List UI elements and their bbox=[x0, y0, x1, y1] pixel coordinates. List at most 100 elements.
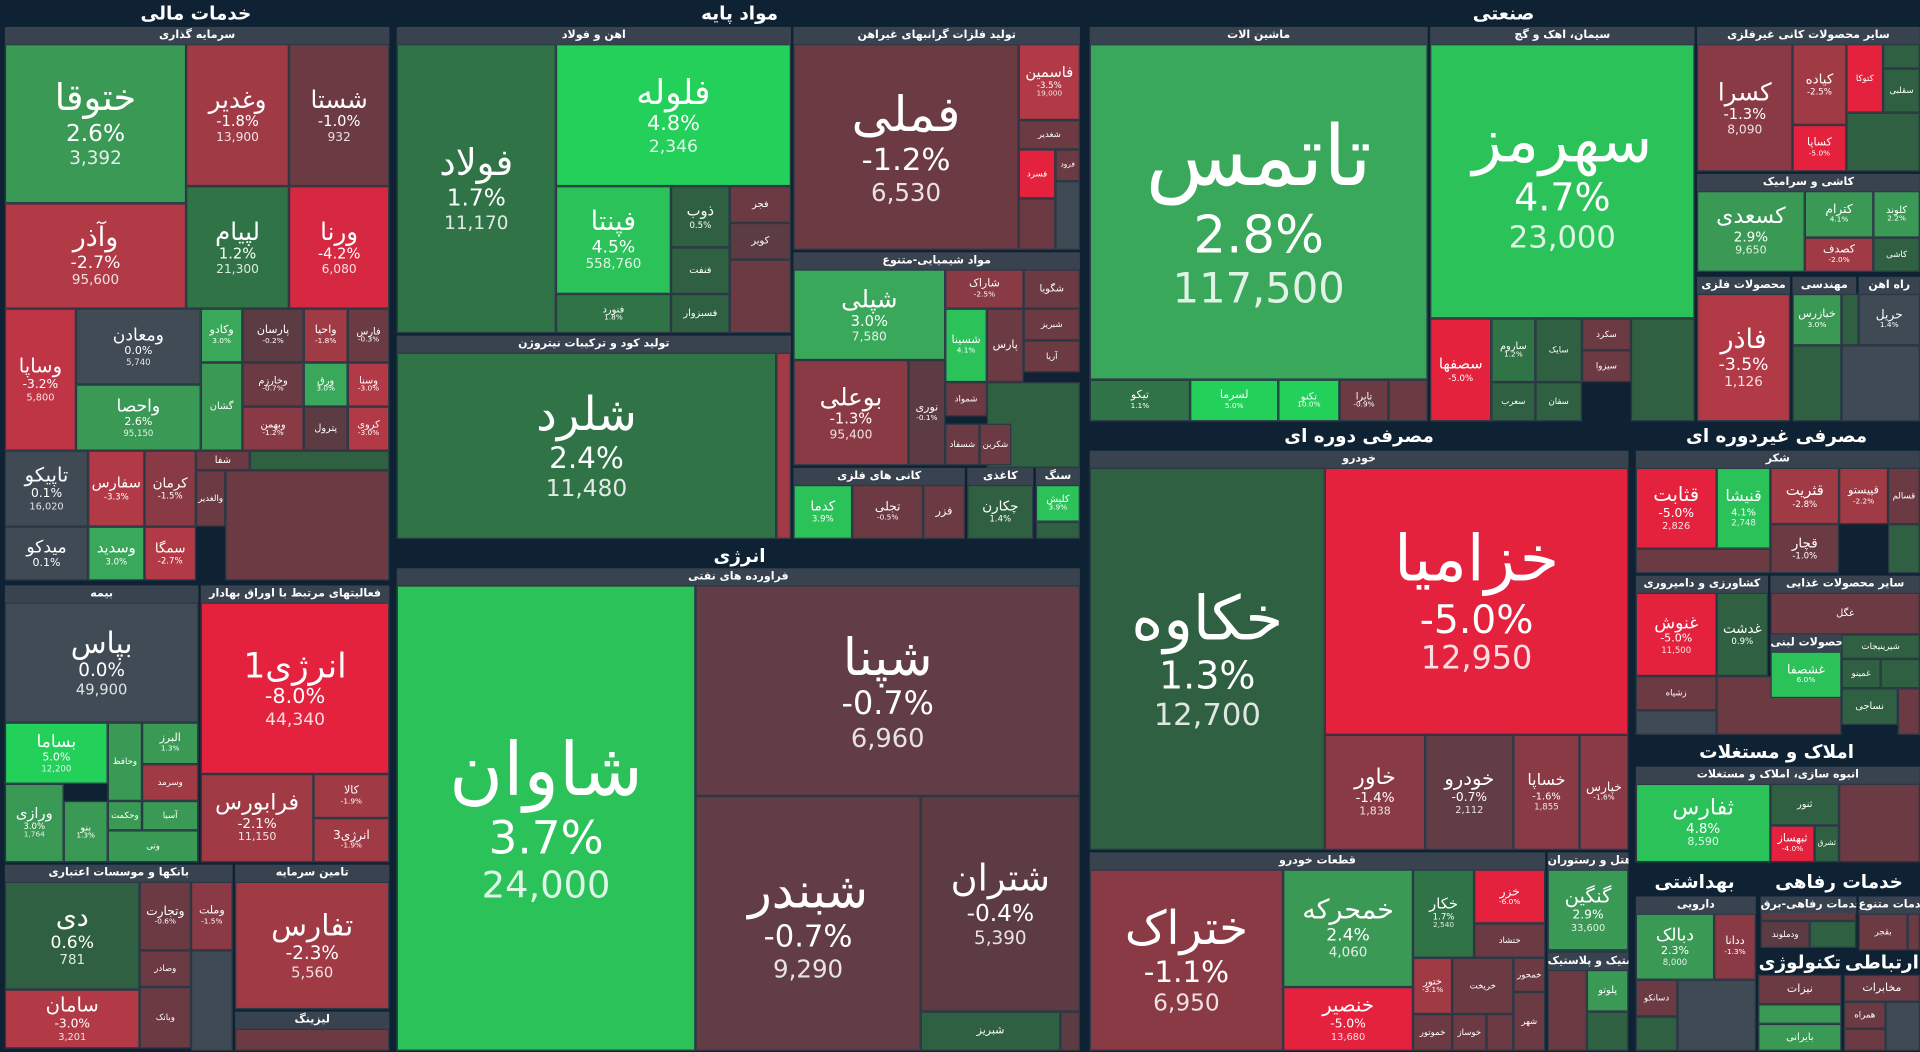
stock-tile[interactable]: وآذر -2.7% 95,600 bbox=[4, 203, 187, 309]
subsector-header[interactable]: بانکها و موسسات اعتباری bbox=[4, 864, 233, 882]
minor-tile[interactable] bbox=[729, 259, 791, 334]
stock-tile[interactable]: کلوند 2.2% bbox=[1873, 191, 1920, 238]
subsector-header[interactable]: لیزینگ bbox=[235, 1011, 390, 1029]
minor-tile[interactable] bbox=[1841, 293, 1859, 346]
stock-tile[interactable]: فاذر -3.5% 1,126 bbox=[1697, 293, 1791, 422]
minor-tile[interactable] bbox=[1486, 1014, 1514, 1051]
stock-tile[interactable]: کالا -1.9% bbox=[313, 774, 390, 819]
stock-tile[interactable]: مخابرات bbox=[1843, 974, 1920, 1002]
stock-tile[interactable]: نوری -0.1% bbox=[908, 360, 946, 466]
stock-tile[interactable]: خبازرس 3.0% bbox=[1792, 293, 1842, 346]
stock-tile[interactable]: تیکو 1.1% bbox=[1089, 379, 1191, 422]
subsector-header[interactable]: سنگ bbox=[1035, 467, 1080, 485]
minor-tile[interactable] bbox=[1055, 181, 1080, 250]
stock-tile[interactable]: فنورد 1.8% bbox=[555, 293, 671, 334]
stock-tile[interactable]: وساپا -3.2% 5,800 bbox=[4, 308, 76, 451]
subsector-header[interactable]: خدمات رفاهی-برق bbox=[1760, 896, 1857, 914]
subsector-header[interactable]: کانی های فلزی bbox=[793, 467, 965, 485]
stock-tile[interactable]: فسبزوار bbox=[670, 293, 730, 334]
stock-tile[interactable]: تکنو 10.0% bbox=[1278, 379, 1340, 422]
minor-tile[interactable] bbox=[1635, 710, 1717, 735]
subsector-header[interactable]: سیمان، اهک و گچ bbox=[1430, 26, 1695, 45]
stock-tile[interactable]: شبریز bbox=[1023, 308, 1080, 341]
stock-tile[interactable]: شپنا -0.7% 6,960 bbox=[695, 585, 1080, 797]
stock-tile[interactable]: سیزوا bbox=[1581, 350, 1631, 383]
stock-tile[interactable]: وکادو 3.0% bbox=[200, 308, 243, 363]
stock-tile[interactable]: شسفاد bbox=[945, 423, 980, 466]
stock-tile[interactable]: کاشی bbox=[1873, 237, 1920, 272]
stock-tile[interactable]: ودملوند bbox=[1760, 920, 1810, 948]
subsector-header[interactable]: کاغذی bbox=[967, 467, 1034, 485]
subsector-header[interactable]: ماشین الات bbox=[1089, 26, 1428, 45]
subsector-header[interactable]: کشاورزی و دامپروری bbox=[1635, 575, 1769, 593]
stock-tile[interactable]: لسرما 5.0% bbox=[1190, 379, 1279, 422]
minor-tile[interactable] bbox=[249, 450, 390, 471]
stock-tile[interactable]: خریخت bbox=[1452, 957, 1514, 1015]
stock-tile[interactable]: قثابت -5.0% 2,826 bbox=[1635, 467, 1717, 549]
minor-tile[interactable] bbox=[1388, 379, 1428, 422]
sector-header[interactable]: بهداشتی bbox=[1654, 870, 1735, 893]
stock-tile[interactable]: میدکو 0.1% bbox=[4, 526, 89, 581]
stock-tile[interactable]: گشان bbox=[200, 362, 243, 451]
stock-tile[interactable]: فلوله 4.8% 2,346 bbox=[555, 44, 791, 187]
stock-tile[interactable]: کیاده -2.5% bbox=[1792, 44, 1847, 125]
stock-tile[interactable]: قپیستو -2.2% bbox=[1839, 467, 1889, 525]
stock-tile[interactable]: قسالم bbox=[1888, 467, 1920, 525]
stock-tile[interactable]: پارسان -0.2% bbox=[242, 308, 304, 363]
minor-tile[interactable] bbox=[1547, 950, 1629, 953]
stock-tile[interactable]: ختور -3.1% bbox=[1412, 957, 1453, 1015]
sector-header[interactable]: صنعتی bbox=[1472, 2, 1535, 25]
stock-tile[interactable]: کتوکا bbox=[1846, 44, 1884, 113]
stock-tile[interactable]: دسانکو bbox=[1635, 979, 1678, 1017]
stock-tile[interactable]: فرود bbox=[1055, 149, 1080, 182]
stock-tile[interactable]: ختشاد bbox=[1474, 923, 1546, 958]
stock-tile[interactable]: فولاد 1.7% 11,170 bbox=[396, 44, 556, 334]
stock-tile[interactable]: کویر bbox=[729, 222, 791, 260]
minor-tile[interactable] bbox=[1635, 1016, 1678, 1051]
stock-tile[interactable]: سایک bbox=[1535, 318, 1582, 383]
sector-header[interactable]: مواد پایه bbox=[701, 2, 778, 25]
stock-tile[interactable]: ثبهساز -4.0% bbox=[1770, 825, 1815, 863]
stock-tile[interactable]: بپاس 0.0% 49,900 bbox=[4, 602, 199, 723]
stock-tile[interactable]: شغدیر bbox=[1018, 120, 1080, 150]
stock-tile[interactable]: پترول bbox=[303, 406, 348, 451]
stock-tile[interactable]: خزر -6.0% bbox=[1474, 869, 1546, 924]
sector-header[interactable]: مصرفی دوره ای bbox=[1284, 424, 1434, 448]
sector-header[interactable]: املاک و مستغلات bbox=[1699, 740, 1855, 763]
stock-tile[interactable]: تاپیکو 0.1% 16,020 bbox=[4, 450, 89, 527]
stock-tile[interactable]: سصفها -5.0% bbox=[1430, 318, 1492, 422]
subsector-header[interactable]: راه اهن bbox=[1858, 276, 1920, 294]
subsector-header[interactable]: سایر محصولات کانی غیرفلزی bbox=[1697, 26, 1920, 45]
subsector-header[interactable]: سرمایه گذاری bbox=[4, 26, 390, 45]
subsector-header[interactable]: مهندسی bbox=[1792, 276, 1857, 294]
stock-tile[interactable]: ددانا -1.3% bbox=[1714, 913, 1756, 980]
stock-tile[interactable]: انرژی1 -8.0% 44,340 bbox=[200, 602, 390, 775]
subsector-header[interactable]: خدمات متنوع bbox=[1858, 896, 1920, 914]
stock-tile[interactable]: سمگا -2.7% bbox=[144, 526, 196, 581]
stock-tile[interactable]: خوساز bbox=[1452, 1014, 1487, 1051]
stock-tile[interactable]: ذوب 0.5% bbox=[670, 186, 730, 248]
stock-tile[interactable]: قنیشا 4.1% 2,748 bbox=[1716, 467, 1771, 549]
stock-tile[interactable]: ورق 3.0% bbox=[303, 362, 348, 407]
stock-tile[interactable]: شستا -1.0% 932 bbox=[288, 44, 390, 187]
stock-tile[interactable]: غمینو bbox=[1841, 658, 1881, 689]
stock-tile[interactable]: ثشرق bbox=[1814, 825, 1840, 863]
minor-tile[interactable] bbox=[1792, 345, 1842, 422]
stock-tile[interactable]: کسعدی 2.9% 9,650 bbox=[1697, 191, 1805, 272]
stock-tile[interactable]: خپارس -1.6% bbox=[1579, 734, 1629, 850]
subsector-header[interactable]: کاشی و سرامیک bbox=[1697, 173, 1920, 192]
stock-tile[interactable]: فرابورس -2.1% 11,150 bbox=[200, 774, 314, 863]
stock-tile[interactable]: کسرا -1.3% 8,090 bbox=[1697, 44, 1793, 172]
stock-tile[interactable]: وملت -1.5% bbox=[191, 881, 233, 951]
stock-tile[interactable]: قچار -1.0% bbox=[1770, 524, 1840, 574]
minor-tile[interactable] bbox=[1547, 969, 1587, 1051]
stock-tile[interactable]: ورنا -4.2% 6,080 bbox=[288, 186, 390, 309]
minor-tile[interactable] bbox=[1635, 548, 1771, 574]
stock-tile[interactable]: شلرد 2.4% 11,480 bbox=[396, 352, 777, 539]
stock-tile[interactable]: شمواد bbox=[945, 382, 987, 417]
stock-tile[interactable]: بایرانی bbox=[1758, 1023, 1842, 1051]
stock-tile[interactable]: تفارس -2.3% 5,560 bbox=[235, 881, 390, 1010]
minor-tile[interactable] bbox=[1841, 345, 1920, 422]
stock-tile[interactable]: خساپا -1.6% 1,855 bbox=[1513, 734, 1580, 850]
stock-tile[interactable]: والغدیر bbox=[195, 470, 226, 527]
